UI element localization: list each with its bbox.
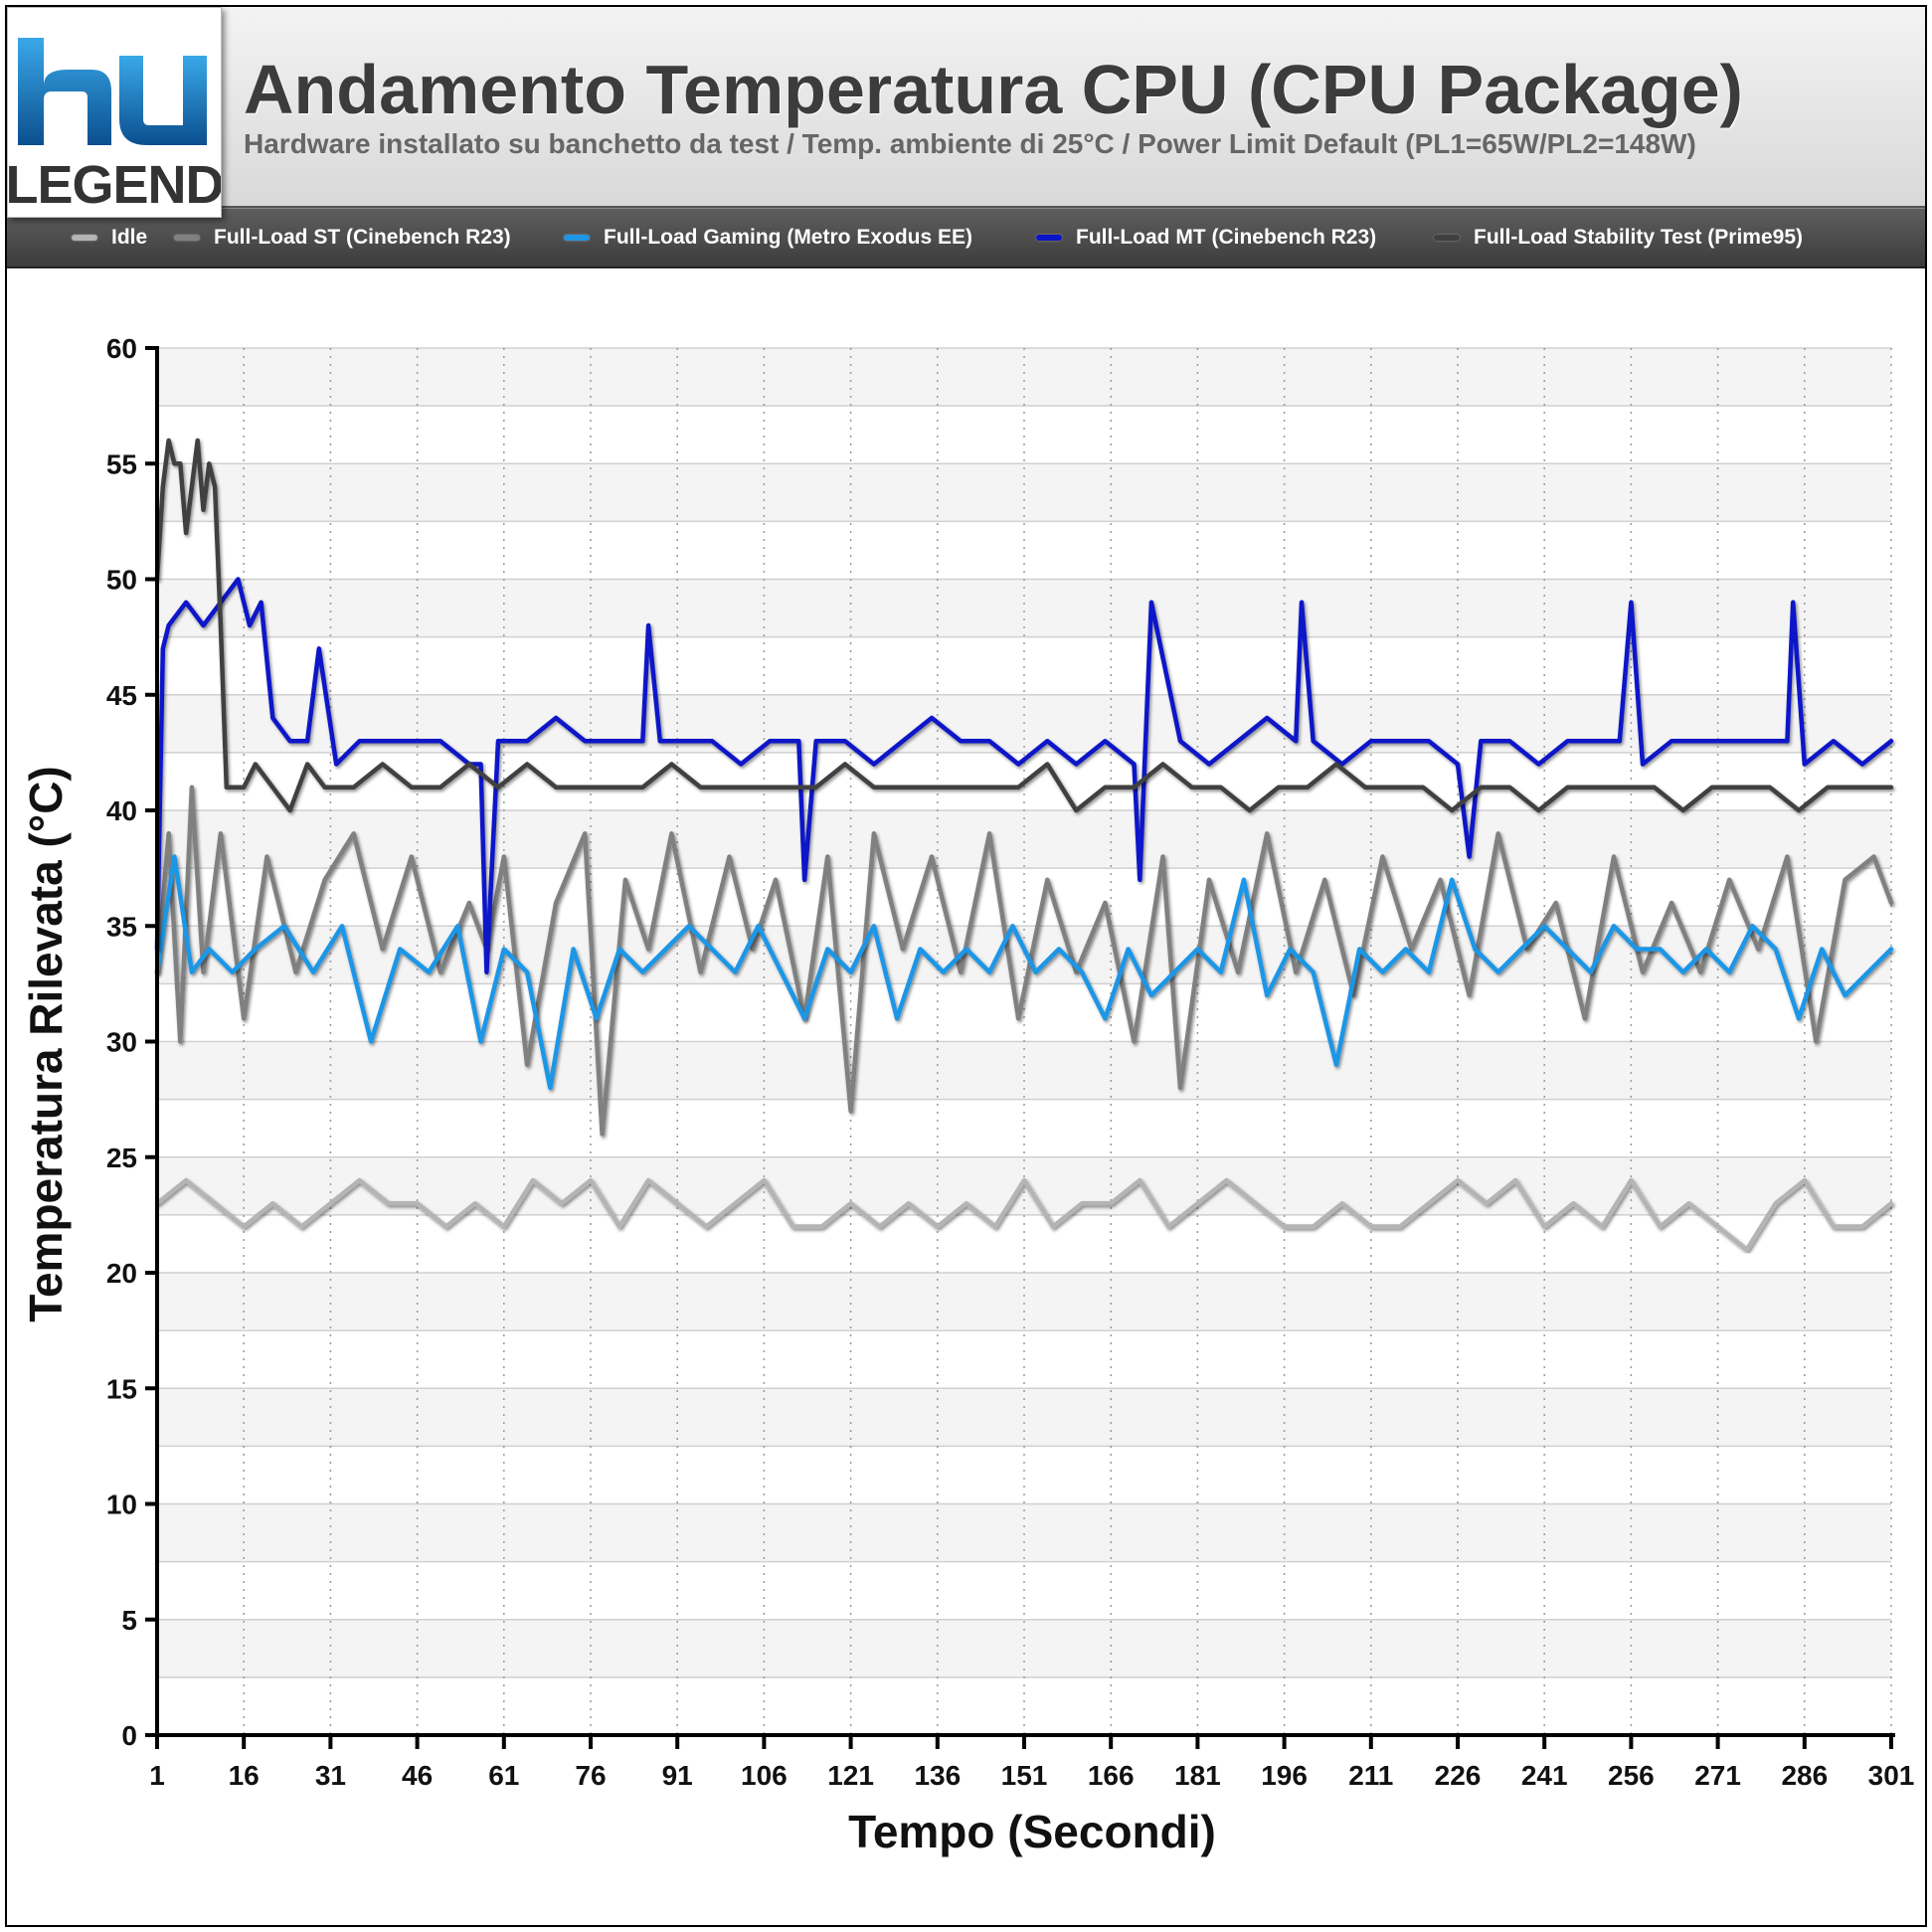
y-axis-label: Temperatura Rilevata (°C): [20, 766, 72, 1321]
y-tick-label: 10: [106, 1490, 137, 1520]
y-tick-label: 30: [106, 1027, 137, 1058]
legend-swatch: [1434, 235, 1460, 241]
legend-swatch: [72, 235, 97, 241]
series-line-1: [154, 785, 1894, 1137]
series-line-2: [154, 854, 1894, 1091]
series-line-0: [154, 1177, 1894, 1253]
legend-item: Full-Load Gaming (Metro Exodus EE): [564, 209, 972, 266]
plot-band: [157, 1041, 1891, 1100]
x-tick-label: 136: [914, 1760, 961, 1791]
legend-label: Full-Load Stability Test (Prime95): [1474, 226, 1803, 249]
x-tick-label: 226: [1435, 1760, 1482, 1791]
series-line-3: [154, 577, 1894, 974]
y-tick-label: 45: [106, 680, 137, 711]
x-tick-label: 1: [149, 1760, 165, 1791]
y-tick-label: 40: [106, 795, 137, 826]
legend-item: Full-Load ST (Cinebench R23): [174, 209, 511, 266]
y-tick-label: 20: [106, 1258, 137, 1289]
plot-band: [157, 1503, 1891, 1562]
chart-subtitle: Hardware installato su banchetto da test…: [244, 128, 1696, 159]
legend-item: Full-Load Stability Test (Prime95): [1434, 209, 1803, 266]
x-tick-label: 106: [741, 1760, 788, 1791]
x-tick-label: 196: [1261, 1760, 1308, 1791]
chart-title: Andamento Temperatura CPU (CPU Package): [244, 51, 1743, 128]
y-tick-label: 60: [106, 333, 137, 364]
x-tick-label: 121: [827, 1760, 874, 1791]
x-tick-label: 46: [402, 1760, 433, 1791]
logo-text: LEGEND: [8, 155, 221, 215]
x-axis-label: Tempo (Secondi): [848, 1806, 1216, 1857]
y-tick-label: 25: [106, 1142, 137, 1173]
site-logo: LEGEND: [5, 7, 225, 218]
legend-label: Full-Load MT (Cinebench R23): [1076, 226, 1377, 249]
legend: Idle Full-Load ST (Cinebench R23) Full-Loa…: [7, 208, 1925, 268]
y-tick-label: 50: [106, 565, 137, 596]
x-tick-label: 181: [1174, 1760, 1221, 1791]
x-tick-label: 301: [1868, 1760, 1915, 1791]
x-tick-label: 166: [1088, 1760, 1135, 1791]
x-tick-label: 76: [575, 1760, 606, 1791]
legend-label: Idle: [111, 226, 148, 249]
x-tick-label: 61: [488, 1760, 519, 1791]
legend-item: Idle: [72, 209, 147, 266]
x-tick-label: 271: [1694, 1760, 1741, 1791]
legend-swatch: [1036, 235, 1062, 241]
legend-item: Full-Load MT (Cinebench R23): [1036, 209, 1376, 266]
plot-band: [157, 1156, 1891, 1215]
legend-swatch: [564, 235, 590, 241]
header-bar: Andamento Temperatura CPU (CPU Package) …: [7, 7, 1925, 208]
x-tick-label: 241: [1521, 1760, 1568, 1791]
x-tick-label: 211: [1348, 1760, 1393, 1791]
y-tick-label: 35: [106, 911, 137, 942]
x-tick-label: 256: [1608, 1760, 1655, 1791]
logo-mark: LEGEND: [5, 38, 225, 215]
y-tick-label: 15: [106, 1373, 137, 1404]
legend-swatch: [174, 235, 200, 241]
y-tick-label: 0: [121, 1720, 137, 1751]
x-tick-label: 91: [662, 1760, 693, 1791]
x-tick-label: 286: [1781, 1760, 1828, 1791]
legend-label: Full-Load Gaming (Metro Exodus EE): [604, 226, 973, 249]
y-tick-label: 55: [106, 448, 137, 479]
y-tick-label: 5: [121, 1605, 137, 1636]
plot-band: [157, 1388, 1891, 1447]
series-line-4: [154, 438, 1894, 813]
x-tick-label: 31: [315, 1760, 346, 1791]
x-tick-label: 16: [229, 1760, 260, 1791]
x-tick-label: 151: [1001, 1760, 1048, 1791]
plot-band: [157, 1273, 1891, 1331]
legend-label: Full-Load ST (Cinebench R23): [214, 226, 511, 249]
